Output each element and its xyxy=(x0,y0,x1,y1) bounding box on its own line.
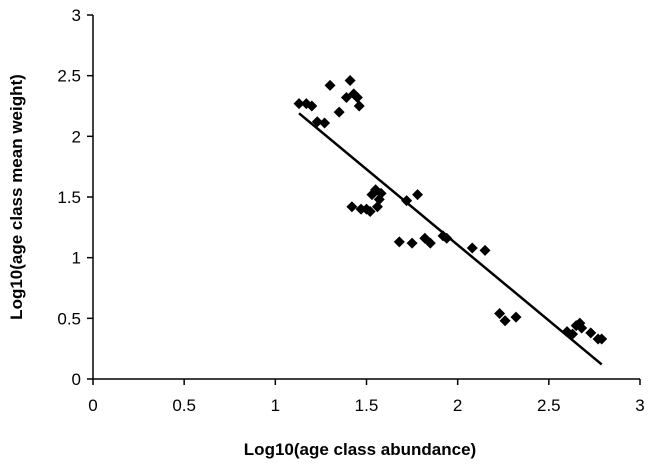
data-point xyxy=(441,232,453,244)
data-point xyxy=(333,106,345,118)
y-tick-label: 0 xyxy=(72,370,81,389)
data-point xyxy=(424,237,436,249)
x-tick-label: 2.5 xyxy=(537,396,561,415)
data-point xyxy=(344,75,356,87)
data-point xyxy=(324,79,336,91)
data-point xyxy=(412,189,424,201)
x-tick-label: 1.5 xyxy=(355,396,379,415)
data-point xyxy=(375,187,387,199)
data-points xyxy=(293,75,608,345)
data-point xyxy=(576,322,588,334)
y-tick-label: 0.5 xyxy=(57,309,81,328)
y-ticks: 0 0.5 1 1.5 2 2.5 3 xyxy=(57,6,93,389)
data-point xyxy=(319,117,331,129)
data-point xyxy=(479,244,491,256)
data-point xyxy=(585,327,597,339)
y-axis-title: Log10(age class mean weight) xyxy=(7,74,26,320)
x-tick-label: 3 xyxy=(635,396,644,415)
data-point xyxy=(596,333,608,345)
data-point xyxy=(499,315,511,327)
y-tick-label: 2.5 xyxy=(57,67,81,86)
data-point xyxy=(353,100,365,112)
x-tick-label: 1 xyxy=(271,396,280,415)
y-tick-label: 3 xyxy=(72,6,81,25)
data-point xyxy=(406,237,418,249)
y-tick-label: 2 xyxy=(72,127,81,146)
data-point xyxy=(393,236,405,248)
data-point xyxy=(494,307,506,319)
x-ticks: 0 0.5 1 1.5 2 2.5 3 xyxy=(88,379,645,415)
data-point xyxy=(351,92,363,104)
data-point xyxy=(346,201,358,213)
data-point xyxy=(466,242,478,254)
x-axis-title: Log10(age class abundance) xyxy=(244,440,476,459)
data-point xyxy=(306,100,318,112)
x-tick-label: 0 xyxy=(88,396,97,415)
data-point xyxy=(293,98,305,110)
x-tick-label: 2 xyxy=(453,396,462,415)
data-point xyxy=(510,311,522,323)
x-tick-label: 0.5 xyxy=(172,396,196,415)
data-point xyxy=(364,206,376,218)
y-tick-label: 1.5 xyxy=(57,188,81,207)
y-tick-label: 1 xyxy=(72,249,81,268)
trendline xyxy=(298,112,603,366)
